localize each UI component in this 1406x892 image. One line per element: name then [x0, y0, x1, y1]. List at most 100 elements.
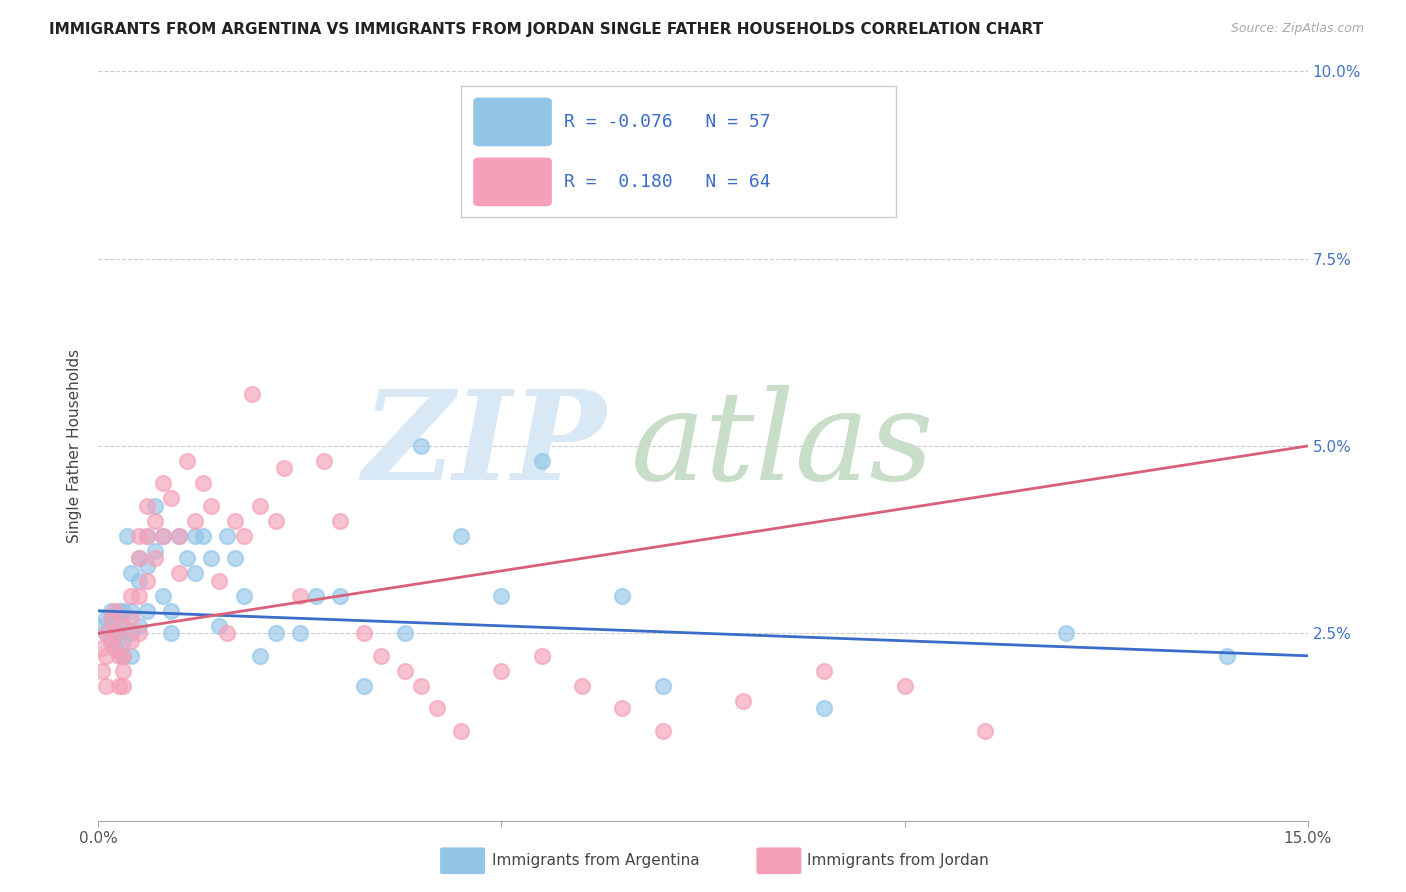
Point	[100, 604, 122, 618]
Point	[152, 589, 174, 603]
Point	[232, 529, 254, 543]
Point	[193, 529, 215, 543]
Text: Immigrants from Argentina: Immigrants from Argentina	[492, 854, 700, 868]
Point	[91, 619, 114, 633]
Point	[96, 626, 118, 640]
Point	[426, 701, 449, 715]
Point	[107, 679, 129, 693]
Point	[96, 611, 118, 625]
Point	[103, 611, 125, 625]
Point	[167, 529, 190, 543]
Text: R = -0.076   N = 57: R = -0.076 N = 57	[564, 113, 770, 131]
Point	[474, 139, 496, 153]
Point	[370, 648, 392, 663]
Point	[1216, 648, 1239, 663]
Point	[314, 454, 336, 468]
Point	[152, 529, 174, 543]
Point	[107, 648, 129, 663]
Point	[208, 574, 231, 588]
Point	[733, 694, 755, 708]
Point	[288, 626, 311, 640]
Point	[143, 544, 166, 558]
Text: Source: ZipAtlas.com: Source: ZipAtlas.com	[1230, 22, 1364, 36]
Point	[176, 551, 198, 566]
Point	[128, 619, 150, 633]
Point	[1054, 626, 1077, 640]
Point	[249, 648, 271, 663]
Point	[184, 514, 207, 528]
Point	[143, 514, 166, 528]
Point	[491, 664, 513, 678]
Point	[208, 619, 231, 633]
Point	[135, 558, 157, 573]
Point	[450, 529, 472, 543]
Point	[491, 589, 513, 603]
Point	[813, 664, 835, 678]
Point	[103, 626, 125, 640]
Text: R =  0.180   N = 64: R = 0.180 N = 64	[564, 173, 770, 191]
Point	[217, 529, 239, 543]
Point	[264, 626, 287, 640]
Point	[167, 529, 190, 543]
Text: ZIP: ZIP	[363, 385, 606, 507]
Point	[120, 611, 142, 625]
Point	[160, 626, 183, 640]
Point	[128, 574, 150, 588]
Point	[288, 589, 311, 603]
Point	[200, 551, 222, 566]
Point	[120, 648, 142, 663]
Point	[128, 529, 150, 543]
Point	[111, 604, 134, 618]
Point	[143, 551, 166, 566]
Point	[128, 626, 150, 640]
Point	[176, 454, 198, 468]
Point	[160, 491, 183, 506]
Point	[409, 679, 432, 693]
Point	[974, 723, 997, 738]
Point	[111, 648, 134, 663]
Point	[160, 604, 183, 618]
Point	[353, 626, 375, 640]
Point	[91, 664, 114, 678]
FancyBboxPatch shape	[474, 158, 551, 206]
Point	[893, 679, 915, 693]
Point	[450, 723, 472, 738]
Point	[273, 461, 295, 475]
Point	[305, 589, 328, 603]
Point	[184, 566, 207, 581]
Point	[612, 589, 634, 603]
Point	[96, 679, 118, 693]
Point	[111, 619, 134, 633]
Point	[409, 439, 432, 453]
Point	[184, 529, 207, 543]
Point	[249, 499, 271, 513]
Point	[128, 551, 150, 566]
Point	[135, 604, 157, 618]
Point	[135, 529, 157, 543]
Point	[571, 679, 593, 693]
Point	[96, 626, 118, 640]
Point	[103, 604, 125, 618]
Point	[111, 679, 134, 693]
Point	[135, 529, 157, 543]
FancyBboxPatch shape	[461, 87, 897, 218]
Point	[353, 679, 375, 693]
Point	[120, 589, 142, 603]
Point	[128, 589, 150, 603]
Point	[612, 701, 634, 715]
Point	[264, 514, 287, 528]
Y-axis label: Single Father Households: Single Father Households	[67, 349, 83, 543]
Point	[100, 633, 122, 648]
Point	[135, 574, 157, 588]
Point	[232, 589, 254, 603]
Point	[96, 648, 118, 663]
Point	[143, 499, 166, 513]
Point	[329, 589, 352, 603]
Point	[200, 499, 222, 513]
Point	[394, 626, 416, 640]
Text: Immigrants from Jordan: Immigrants from Jordan	[807, 854, 988, 868]
Point	[224, 514, 246, 528]
Point	[120, 626, 142, 640]
Point	[103, 641, 125, 656]
Point	[128, 551, 150, 566]
